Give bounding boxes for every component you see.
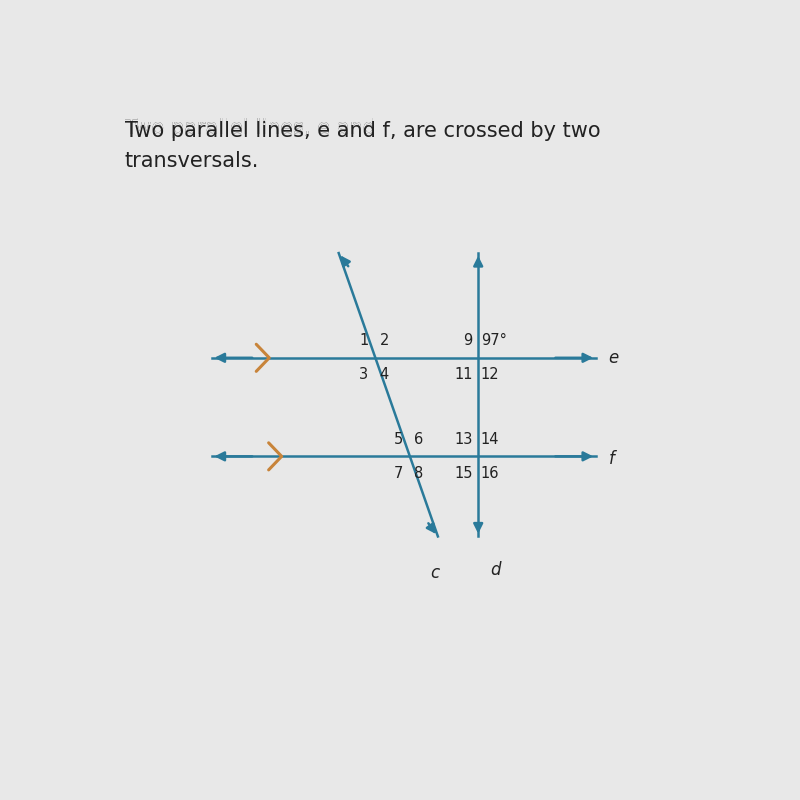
Text: Two parallel lines, e and: Two parallel lines, e and bbox=[125, 118, 382, 138]
Text: 12: 12 bbox=[481, 367, 499, 382]
Text: Two parallel lines, e and ​f​, are crossed by two: Two parallel lines, e and ​f​, are cross… bbox=[125, 118, 601, 138]
Text: 16: 16 bbox=[481, 466, 499, 481]
Text: e: e bbox=[609, 349, 618, 366]
Text: 8: 8 bbox=[414, 466, 423, 481]
Text: 11: 11 bbox=[454, 367, 473, 382]
Text: 1: 1 bbox=[359, 334, 369, 348]
Text: 97°: 97° bbox=[481, 334, 507, 348]
Text: c: c bbox=[430, 564, 439, 582]
Text: 9: 9 bbox=[463, 334, 473, 348]
Text: d: d bbox=[490, 561, 501, 579]
Text: 13: 13 bbox=[454, 432, 473, 447]
Text: 2: 2 bbox=[379, 334, 389, 348]
Text: 4: 4 bbox=[379, 367, 389, 382]
Text: f: f bbox=[609, 450, 614, 469]
Text: 5: 5 bbox=[394, 432, 403, 447]
Text: transversals.: transversals. bbox=[125, 151, 259, 171]
Text: 3: 3 bbox=[359, 367, 369, 382]
Text: Two parallel lines, e and f, are crossed by two: Two parallel lines, e and f, are crossed… bbox=[125, 121, 601, 141]
Text: 14: 14 bbox=[481, 432, 499, 447]
Text: 7: 7 bbox=[394, 466, 403, 481]
Text: 15: 15 bbox=[454, 466, 473, 481]
Text: 6: 6 bbox=[414, 432, 423, 447]
